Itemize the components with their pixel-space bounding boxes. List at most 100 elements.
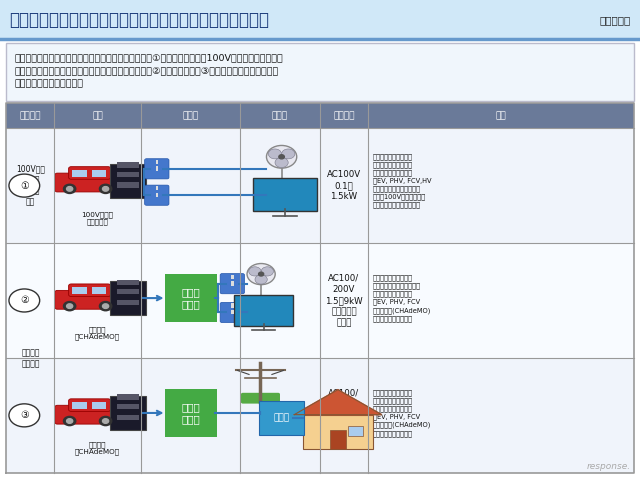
FancyBboxPatch shape [259,401,305,435]
FancyBboxPatch shape [220,274,244,294]
FancyBboxPatch shape [156,186,158,191]
FancyBboxPatch shape [156,160,158,164]
FancyBboxPatch shape [116,395,140,400]
Circle shape [9,289,40,312]
Text: 国土交通省: 国土交通省 [599,15,630,24]
Text: ③: ③ [20,410,29,420]
FancyBboxPatch shape [92,287,106,294]
Circle shape [102,304,109,309]
Circle shape [67,419,73,423]
FancyBboxPatch shape [0,0,640,39]
FancyBboxPatch shape [72,287,87,294]
Circle shape [249,267,261,276]
Text: 電気自動車等から外部に給電する方法は大別すると、①車内に備えられた100V電源用コンセントを
用いて給電する方法と、車の充電端子に特定の機器（②可搬型給電器、③: 電気自動車等から外部に給電する方法は大別すると、①車内に備えられた100V電源用… [14,53,283,89]
Text: 可搬型
給電器: 可搬型 給電器 [181,287,200,309]
Text: 充電端子
から給電: 充電端子 から給電 [21,348,40,368]
FancyBboxPatch shape [253,178,317,211]
FancyBboxPatch shape [72,402,87,409]
FancyBboxPatch shape [6,358,634,473]
Circle shape [261,267,273,276]
FancyBboxPatch shape [220,302,244,323]
FancyBboxPatch shape [68,399,111,411]
Text: 100V電源
用コンセ
ントから
給電: 100V電源 用コンセ ントから 給電 [16,165,45,207]
Text: response.: response. [586,462,630,471]
FancyBboxPatch shape [231,303,234,308]
FancyBboxPatch shape [92,170,106,177]
Text: ②: ② [20,296,29,305]
FancyBboxPatch shape [116,182,140,188]
Text: 固定型
給電器: 固定型 給電器 [181,402,200,424]
Circle shape [259,272,264,276]
Text: 電源: 電源 [92,111,103,120]
FancyBboxPatch shape [6,103,634,128]
FancyBboxPatch shape [116,404,140,409]
Text: 電気自動車等の電源コンセントの使用方法について（例）: 電気自動車等の電源コンセントの使用方法について（例） [10,11,269,29]
Circle shape [67,304,73,309]
Circle shape [247,264,275,285]
FancyBboxPatch shape [110,281,146,315]
FancyBboxPatch shape [92,402,106,409]
FancyBboxPatch shape [116,162,140,168]
FancyBboxPatch shape [116,172,140,177]
FancyBboxPatch shape [145,185,169,205]
FancyBboxPatch shape [241,393,280,404]
FancyBboxPatch shape [116,279,140,285]
Circle shape [102,419,109,423]
FancyBboxPatch shape [156,167,158,171]
Circle shape [268,149,282,159]
Circle shape [9,404,40,427]
Text: 給電方法: 給電方法 [20,111,41,120]
Text: AC100/
200V
1.5～9kW
（給電器に
よる）: AC100/ 200V 1.5～9kW （給電器に よる） [325,274,363,327]
Circle shape [67,187,73,191]
Text: 備考: 備考 [495,111,506,120]
FancyBboxPatch shape [116,300,140,305]
Polygon shape [294,390,381,415]
Text: 分電盤: 分電盤 [273,413,290,422]
FancyBboxPatch shape [110,396,146,430]
Text: 充電端子
（CHAdeMO）: 充電端子 （CHAdeMO） [75,441,120,455]
FancyBboxPatch shape [72,170,87,177]
FancyBboxPatch shape [110,164,146,198]
FancyBboxPatch shape [6,43,634,101]
FancyBboxPatch shape [330,430,346,449]
Text: ・固定型給電器が必要
・建物への直接給電可
・設置・配線工事必要
・EV, PHV, FCV
（充電端子(CHAdeMO)
を持つ車）が対応可能: ・固定型給電器が必要 ・建物への直接給電可 ・設置・配線工事必要 ・EV, PH… [373,389,431,436]
Circle shape [279,155,284,159]
FancyBboxPatch shape [55,290,124,309]
Circle shape [266,145,297,168]
Circle shape [255,275,268,284]
Circle shape [99,184,112,193]
FancyBboxPatch shape [231,310,234,314]
FancyBboxPatch shape [55,405,124,424]
Text: ・可搬型給電器が必要
・可搬型でどこでも給電可
・設置・配線工事不要
・EV, PHV, FCV
（充電端子(CHAdeMO)
を持つ車）が対応可能: ・可搬型給電器が必要 ・可搬型でどこでも給電可 ・設置・配線工事不要 ・EV, … [373,275,431,322]
Text: 充電端子
（CHAdeMO）: 充電端子 （CHAdeMO） [75,326,120,340]
FancyBboxPatch shape [6,128,634,243]
Circle shape [99,301,112,311]
FancyBboxPatch shape [231,275,234,279]
Text: ①: ① [20,180,29,191]
FancyBboxPatch shape [68,167,111,179]
FancyBboxPatch shape [6,243,634,358]
Circle shape [63,184,76,193]
FancyBboxPatch shape [165,389,216,437]
FancyBboxPatch shape [145,159,169,179]
Circle shape [63,417,76,426]
Text: 100V電源用
コンセント: 100V電源用 コンセント [82,211,114,225]
FancyBboxPatch shape [303,415,373,449]
Text: AC100/
200V
3～9kW
（給電器に
よる）: AC100/ 200V 3～9kW （給電器に よる） [328,389,360,442]
Text: ・車本体のみで給電可
・設置・配線工事不要
・出力が比較的小さい
・EV, PHV, FCV,HV
（メーカーオプション等に
より、100V電源用コンセ
ントを: ・車本体のみで給電可 ・設置・配線工事不要 ・出力が比較的小さい ・EV, PH… [373,153,431,208]
Circle shape [9,174,40,197]
FancyBboxPatch shape [348,426,363,436]
Circle shape [63,301,76,311]
FancyBboxPatch shape [165,274,216,323]
Circle shape [282,149,295,159]
Text: 最大出力: 最大出力 [333,111,355,120]
Circle shape [275,157,288,168]
FancyBboxPatch shape [55,173,124,192]
FancyBboxPatch shape [116,289,140,294]
FancyBboxPatch shape [156,193,158,197]
Text: その他: その他 [272,111,288,120]
FancyBboxPatch shape [231,281,234,286]
Text: AC100V
0.1～
1.5kW: AC100V 0.1～ 1.5kW [327,170,361,201]
FancyBboxPatch shape [68,284,111,297]
FancyBboxPatch shape [234,295,293,325]
